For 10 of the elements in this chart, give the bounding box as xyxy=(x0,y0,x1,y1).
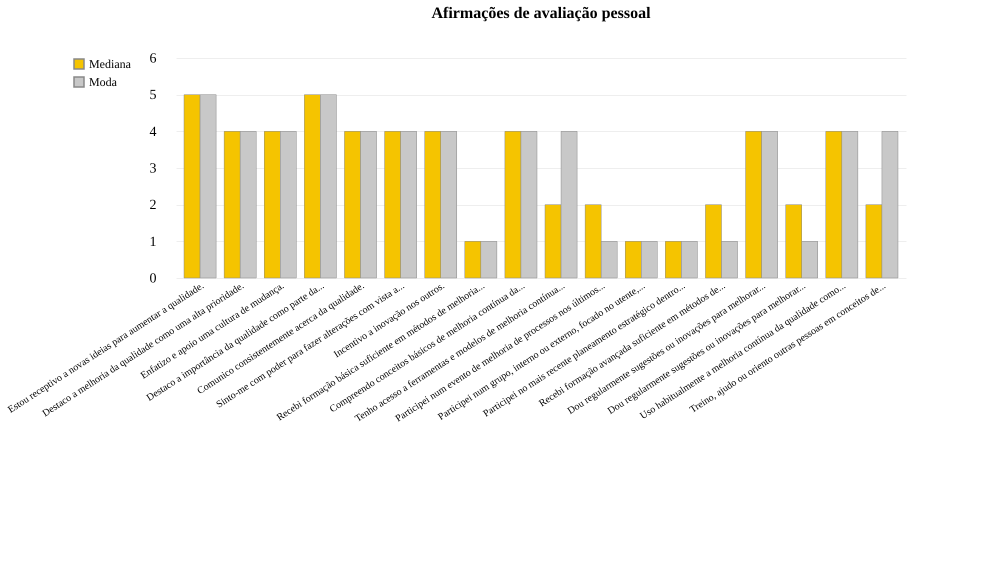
y-tick-label: 4 xyxy=(150,124,156,140)
y-tick-label: 0 xyxy=(150,272,156,286)
legend-label: Mediana xyxy=(89,57,132,71)
y-tick-label: 1 xyxy=(150,234,156,250)
y-tick-label: 6 xyxy=(150,52,156,66)
y-tick-label: 2 xyxy=(150,198,156,214)
chart-title: Afirmações de avaliação pessoal xyxy=(431,5,652,22)
legend-label: Moda xyxy=(89,75,118,89)
y-tick-label: 5 xyxy=(150,88,156,104)
y-tick-label: 3 xyxy=(150,162,156,176)
